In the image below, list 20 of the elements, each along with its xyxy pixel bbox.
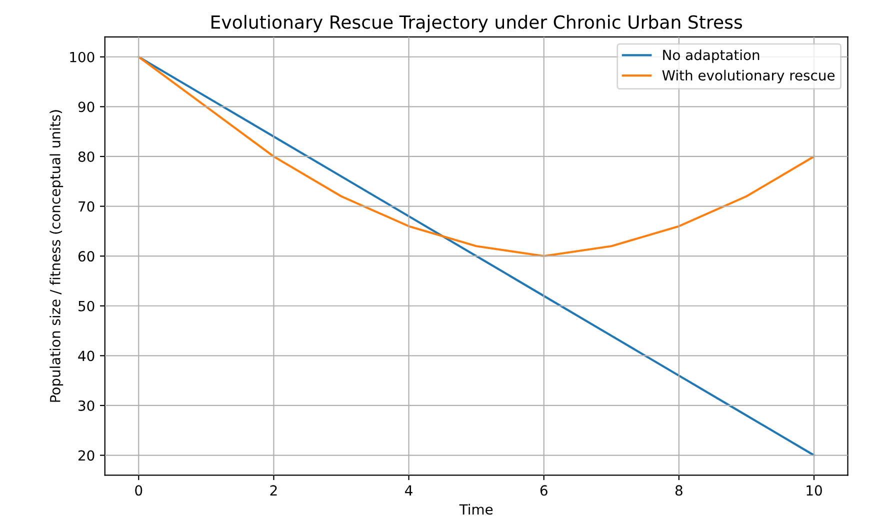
y-axis-title: Population size / fitness (conceptual units): [50, 110, 64, 402]
y-tick-label: 60: [78, 251, 94, 262]
x-axis-title: Time: [459, 504, 493, 515]
x-tick-label: 6: [540, 485, 548, 496]
y-tick-label: 100: [70, 52, 94, 62]
x-tick-label: 4: [405, 485, 412, 496]
x-tick-label: 2: [270, 485, 277, 496]
y-tick-label: 20: [78, 450, 94, 461]
legend-label: No adaptation: [663, 49, 760, 63]
x-tick-label: 10: [806, 485, 822, 496]
x-tick-label: 8: [675, 485, 682, 496]
chart-title: Evolutionary Rescue Trajectory under Chronic Urban Stress: [212, 14, 742, 32]
y-tick-label: 80: [78, 151, 94, 162]
x-tick-label: 0: [135, 485, 142, 496]
y-tick-label: 50: [78, 300, 94, 312]
y-tick-label: 90: [78, 102, 94, 112]
y-tick-label: 40: [78, 350, 94, 362]
y-tick-label: 70: [78, 201, 94, 212]
legend-label: With evolutionary rescue: [662, 70, 835, 84]
y-tick-label: 30: [78, 400, 94, 411]
